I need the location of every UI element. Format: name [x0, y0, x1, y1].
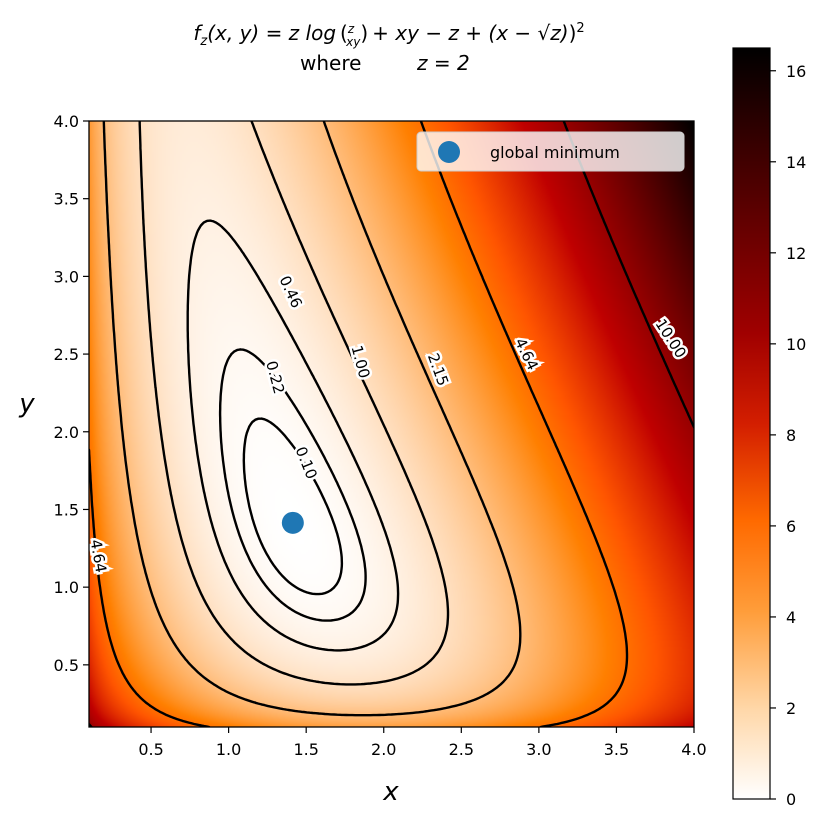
y-axis: 0.5 1.0 1.5 2.0 2.5 3.0 3.5 4.0	[54, 112, 89, 675]
x-axis: 0.5 1.0 1.5 2.0 2.5 3.0 3.5 4.0	[138, 727, 707, 759]
colorbar-tick-label: 6	[786, 517, 796, 536]
x-tick-label: 0.5	[138, 740, 163, 759]
contour-line	[218, 348, 367, 622]
plot-frame	[88, 120, 695, 728]
chart-title: fz(x, y) = z log (z xy) + xy − z + (x − √z)…	[193, 21, 584, 75]
y-tick-label: 1.0	[54, 578, 79, 597]
title-line-1: fz(x, y) = z log (z xy) + xy − z + (x − √z)…	[193, 21, 584, 49]
title-z-value: z = 2	[416, 51, 470, 75]
colorbar-ticks: 0 2 4 6 8 10 12 14 16	[770, 62, 806, 809]
x-tick-label: 1.5	[293, 740, 318, 759]
contour-line	[138, 121, 450, 686]
colorbar-tick-label: 10	[786, 335, 806, 354]
heatmap-image	[89, 121, 694, 727]
legend: global minimum	[416, 131, 685, 172]
x-tick-label: 4.0	[681, 740, 706, 759]
contour-line	[102, 121, 522, 717]
legend-label: global minimum	[490, 143, 620, 162]
x-tick-label: 2.5	[449, 740, 474, 759]
global-minimum-marker	[281, 511, 304, 534]
heatmap-area: 0.100.220.461.00 2.15 4.64 10.004.64	[89, 121, 694, 727]
contour-line	[242, 417, 344, 596]
colorbar-tick-label: 4	[786, 608, 796, 627]
colorbar-tick-label: 14	[786, 153, 806, 172]
x-tick-label: 3.5	[604, 740, 629, 759]
y-axis-label: y	[18, 389, 35, 419]
legend-box	[416, 131, 685, 172]
legend-marker-icon	[438, 141, 460, 163]
y-tick-label: 4.0	[54, 112, 79, 131]
y-tick-label: 3.0	[54, 267, 79, 286]
x-tick-label: 2.0	[371, 740, 396, 759]
contour-line	[186, 219, 400, 652]
y-tick-label: 3.5	[54, 190, 79, 209]
contour-line	[89, 121, 629, 727]
colorbar-tick-label: 16	[786, 62, 806, 81]
y-tick-label: 2.5	[54, 345, 79, 364]
colorbar-gradient	[732, 47, 771, 800]
colorbar: 0 2 4 6 8 10 12 14 16	[732, 47, 806, 809]
title-where: where	[300, 51, 361, 75]
x-tick-label: 3.0	[526, 740, 551, 759]
x-tick-label: 1.0	[216, 740, 241, 759]
colorbar-tick-label: 12	[786, 244, 806, 263]
y-tick-label: 0.5	[54, 656, 79, 675]
colorbar-tick-label: 0	[786, 790, 796, 809]
colorbar-tick-label: 8	[786, 426, 796, 445]
colorbar-tick-label: 2	[786, 699, 796, 718]
y-tick-label: 1.5	[54, 500, 79, 519]
contour-lines	[89, 121, 694, 727]
x-axis-label: x	[382, 777, 399, 807]
y-tick-label: 2.0	[54, 423, 79, 442]
